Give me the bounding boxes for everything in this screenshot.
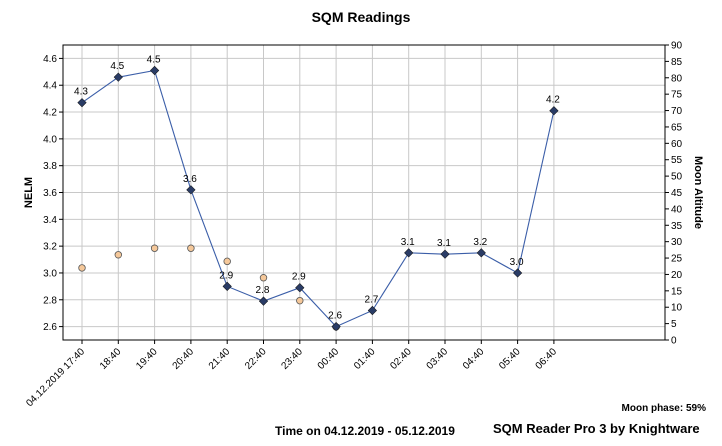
nelm-data-label: 4.5 xyxy=(147,54,161,65)
nelm-point xyxy=(367,305,377,316)
nelm-data-label: 2.7 xyxy=(364,295,378,306)
nelm-data-label: 3.2 xyxy=(473,237,487,248)
y-tick-label: 3.4 xyxy=(43,215,57,226)
y-axis-left: 2.6 2.8 3.0 3.2 3.4 3.6 3.8 4.0 4.2 4.4 4.6 xyxy=(43,54,63,333)
x-tick-label: 22:40 xyxy=(243,346,269,372)
nelm-point xyxy=(331,321,341,332)
nelm-point xyxy=(258,296,269,306)
y-tick-label: 3.2 xyxy=(43,242,57,253)
x-tick-label: 05:40 xyxy=(497,346,523,372)
moon-phase-label: Moon phase: 59% xyxy=(621,403,706,414)
y-axis-right: 0 5 10 15 20 25 30 35 40 45 50 55 60 65 70 75 80 85 90 xyxy=(665,41,683,347)
x-axis-label: Time on 04.12.2019 - 05.12.2019 xyxy=(275,424,455,438)
y-tick-label: 3.8 xyxy=(43,161,57,172)
nelm-line xyxy=(81,69,555,328)
nelm-data-label: 3.0 xyxy=(510,257,524,268)
x-tick-label: 02:40 xyxy=(388,346,414,372)
y2-tick-label: 85 xyxy=(671,57,683,68)
nelm-data-label: 2.8 xyxy=(256,285,270,296)
x-tick-label: 04.12.2019 17:40 xyxy=(24,346,87,409)
nelm-data-label: 3.1 xyxy=(437,238,451,249)
nelm-point xyxy=(476,248,486,258)
x-tick-label: 18:40 xyxy=(98,346,124,372)
y2-tick-label: 75 xyxy=(671,90,683,101)
y-tick-label: 4.4 xyxy=(43,81,57,92)
x-tick-label: 21:40 xyxy=(207,346,233,372)
nelm-data-label: 3.1 xyxy=(401,237,415,248)
y-tick-label: 4.0 xyxy=(43,134,57,145)
y2-tick-label: 40 xyxy=(671,204,683,215)
y-tick-label: 4.2 xyxy=(43,108,57,119)
x-tick-label: 04:40 xyxy=(461,346,487,372)
y2-tick-label: 50 xyxy=(671,172,683,183)
y-tick-label: 2.6 xyxy=(43,322,57,333)
nelm-point xyxy=(150,65,160,76)
y2-tick-label: 5 xyxy=(671,319,677,330)
y-axis-label: NELM xyxy=(23,177,35,208)
y2-tick-label: 60 xyxy=(671,139,683,150)
nelm-data-label: 4.5 xyxy=(110,61,124,72)
x-tick-label: 00:40 xyxy=(316,346,342,372)
x-tick-label: 20:40 xyxy=(171,346,197,372)
y2-tick-label: 10 xyxy=(671,303,683,314)
nelm-data-label: 2.9 xyxy=(292,272,306,283)
y2-tick-label: 90 xyxy=(671,41,683,52)
nelm-point xyxy=(549,106,559,116)
y2-tick-label: 70 xyxy=(671,106,683,117)
y-tick-label: 4.6 xyxy=(43,54,57,65)
nelm-data-label: 2.9 xyxy=(219,270,233,281)
y-tick-label: 3.6 xyxy=(43,188,57,199)
credit-label: SQM Reader Pro 3 by Knightware xyxy=(493,421,700,436)
nelm-data-label: 4.2 xyxy=(546,95,560,106)
moon-altitude-point xyxy=(223,257,231,266)
y2-tick-label: 45 xyxy=(671,188,683,199)
x-tick-label: 19:40 xyxy=(134,346,160,372)
chart-title: SQM Readings xyxy=(311,9,411,25)
y2-tick-label: 35 xyxy=(671,221,683,232)
moon-altitude-point xyxy=(114,251,122,259)
y2-axis-label: Moon Altitude xyxy=(692,156,704,229)
nelm-point xyxy=(295,283,305,293)
x-tick-label: 23:40 xyxy=(279,346,305,372)
nelm-point xyxy=(440,249,450,259)
nelm-data-label: 4.3 xyxy=(74,87,88,98)
moon-altitude-point xyxy=(296,296,304,305)
nelm-point xyxy=(77,98,87,108)
y2-tick-label: 65 xyxy=(671,122,683,133)
y2-tick-label: 20 xyxy=(671,270,683,281)
moon-altitude-point xyxy=(150,244,159,252)
y2-tick-label: 30 xyxy=(671,237,683,248)
y2-tick-label: 15 xyxy=(671,286,683,297)
y-tick-label: 2.8 xyxy=(43,295,57,306)
y2-tick-label: 80 xyxy=(671,73,683,84)
nelm-point xyxy=(404,248,414,258)
moon-altitude-point xyxy=(78,264,86,272)
y2-tick-label: 0 xyxy=(671,336,677,347)
nelm-data-label: 3.6 xyxy=(183,174,197,185)
x-tick-label: 03:40 xyxy=(425,346,451,372)
moon-altitude-point xyxy=(259,274,268,282)
nelm-series: 4.3 4.5 4.5 3.6 2.9 2.8 2.9 2.6 2.7 3.1 3.1 3.2 3.0 4… xyxy=(74,54,560,332)
x-axis: 04.12.2019 17:40 18:40 19:40 20:40 21:40 22:4… xyxy=(24,340,559,409)
nelm-data-label: 2.6 xyxy=(328,311,342,322)
x-tick-label: 01:40 xyxy=(352,346,378,372)
x-tick-label: 06:40 xyxy=(534,346,560,372)
nelm-point xyxy=(186,185,196,195)
y-tick-label: 3.0 xyxy=(43,268,57,279)
y2-tick-label: 25 xyxy=(671,254,683,265)
y2-tick-label: 55 xyxy=(671,155,683,166)
nelm-point xyxy=(513,268,523,278)
moon-altitude-point xyxy=(187,244,195,252)
nelm-point xyxy=(222,281,232,291)
nelm-point xyxy=(113,72,123,82)
